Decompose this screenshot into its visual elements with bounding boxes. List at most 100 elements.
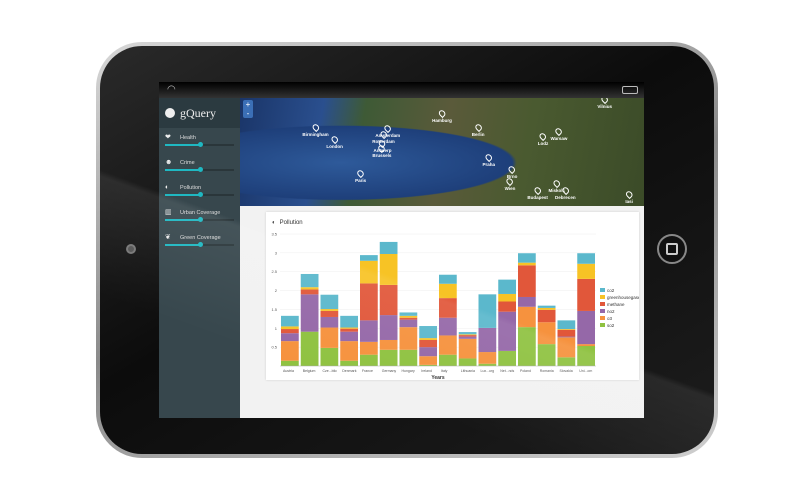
- bar-segment-greenhousegases: [379, 253, 398, 285]
- x-tick-label: Germany: [382, 369, 397, 373]
- brand: gQuery: [159, 98, 240, 128]
- legend-label: greenhousegases: [607, 295, 639, 300]
- map-marker[interactable]: Iasi: [625, 191, 633, 204]
- bar-segment-methane: [379, 284, 398, 316]
- sidebar: gQuery ❤ Health ☻ Crime ◐ Pollution ▥ Urban …: [159, 98, 240, 418]
- app-title: gQuery: [180, 105, 216, 120]
- bar-segment-methane: [439, 298, 457, 318]
- bar-segment-greenhousegases: [399, 315, 418, 318]
- filter-health: ❤ Health: [159, 128, 240, 153]
- legend-swatch: [600, 288, 605, 292]
- legend-swatch: [600, 316, 605, 320]
- bar-segment-methane: [577, 278, 595, 311]
- zoom-control: + -: [243, 100, 253, 118]
- bar-segment-methane: [458, 335, 477, 337]
- y-tick-label: 1.5: [271, 307, 277, 312]
- zoom-in-button[interactable]: +: [245, 100, 251, 109]
- x-tick-label: Ireland: [421, 369, 432, 373]
- bar-segment-no2: [360, 320, 378, 342]
- bar-segment-co2: [340, 315, 358, 328]
- map-marker[interactable]: Wien: [505, 178, 516, 191]
- map-marker[interactable]: Paris: [355, 170, 366, 183]
- filter-label: Health: [180, 134, 196, 141]
- bar-segment-o3: [399, 327, 418, 350]
- map-marker[interactable]: Birmingham: [302, 124, 328, 137]
- slider-fill: [165, 169, 200, 171]
- slider-handle[interactable]: [197, 142, 203, 147]
- slider-handle[interactable]: [197, 217, 203, 222]
- map-marker[interactable]: Vilnius: [597, 98, 612, 109]
- slider-fill: [165, 244, 200, 246]
- pollution-icon: ◐: [272, 220, 276, 226]
- x-tick-label: Austria: [283, 369, 294, 373]
- gquery-logo-icon: [165, 108, 175, 118]
- filter-green-coverage: ❦ Green Coverage: [159, 228, 240, 253]
- bar-segment-so2: [577, 346, 595, 366]
- x-tick-label: Poland: [520, 369, 531, 373]
- bar-segment-o3: [320, 327, 339, 348]
- bar-segment-co2: [281, 315, 299, 327]
- bar-segment-so2: [518, 327, 536, 366]
- bar-segment-no2: [478, 327, 497, 353]
- x-tick-label: Hungary: [402, 369, 415, 373]
- filter-slider[interactable]: [165, 242, 234, 247]
- slider-handle[interactable]: [197, 192, 203, 197]
- bar-segment-methane: [320, 310, 339, 317]
- y-tick-label: 3.5: [271, 232, 277, 237]
- filter-slider[interactable]: [165, 192, 234, 197]
- bar-segment-greenhousegases: [518, 262, 536, 266]
- slider-handle[interactable]: [197, 167, 203, 172]
- bar-segment-no2: [577, 310, 595, 345]
- bar-segment-o3: [518, 306, 536, 328]
- home-icon: [666, 243, 678, 255]
- bar-segment-o3: [379, 339, 398, 350]
- bar-segment-methane: [399, 317, 418, 320]
- bar-segment-greenhousegases: [360, 260, 378, 284]
- wifi-icon: ◠: [167, 84, 176, 95]
- x-tick-label: Italy: [441, 369, 448, 373]
- map-marker[interactable]: Debrecen: [555, 187, 576, 200]
- slider-fill: [165, 219, 200, 221]
- y-tick-label: 2: [275, 288, 278, 293]
- map-marker[interactable]: Hamburg: [432, 110, 452, 123]
- home-button[interactable]: [657, 234, 687, 264]
- map-marker[interactable]: Warsaw: [551, 128, 568, 141]
- filter-label: Crime: [180, 159, 195, 166]
- map-marker[interactable]: Brno: [507, 166, 518, 179]
- bar-segment-co2: [458, 332, 477, 335]
- bar-segment-o3: [577, 344, 595, 347]
- zoom-out-button[interactable]: -: [246, 109, 250, 118]
- x-tick-label: Net...nds: [500, 369, 514, 373]
- filter-slider[interactable]: [165, 167, 234, 172]
- map-marker[interactable]: Lodz: [538, 133, 549, 146]
- tablet-frame: ◠ gQuery ❤ Health ☻ Crime ◐ Pollution ▥ Urba…: [96, 42, 718, 458]
- filter-label: Green Coverage: [180, 234, 221, 241]
- bar-segment-so2: [419, 364, 437, 366]
- y-tick-label: 3: [275, 250, 278, 255]
- bar-segment-co2: [537, 305, 556, 308]
- bar-segment-o3: [478, 352, 497, 364]
- filter-slider[interactable]: [165, 142, 234, 147]
- bar-segment-so2: [281, 360, 299, 366]
- bar-segment-methane: [300, 289, 319, 295]
- bar-segment-co2: [419, 326, 437, 339]
- filter-slider[interactable]: [165, 217, 234, 222]
- bar-segment-so2: [320, 347, 339, 366]
- bar-segment-co2: [557, 320, 576, 330]
- slider-fill: [165, 194, 200, 196]
- map-marker[interactable]: London: [326, 136, 343, 149]
- bar-segment-o3: [557, 337, 576, 358]
- bar-segment-co2: [300, 273, 319, 288]
- map[interactable]: + - Birmingham London Amsterdam Rotterdam Ant…: [240, 98, 644, 206]
- map-marker[interactable]: Praha: [483, 154, 496, 167]
- heart-icon: ❤: [165, 134, 171, 141]
- slider-handle[interactable]: [197, 242, 203, 247]
- filter-crime: ☻ Crime: [159, 153, 240, 178]
- bar-segment-so2: [379, 349, 398, 366]
- map-marker[interactable]: Budapest: [527, 187, 548, 200]
- bar-segment-methane: [518, 265, 536, 297]
- map-marker[interactable]: Berlin: [472, 124, 485, 137]
- x-tick-label: Belgium: [303, 369, 316, 373]
- map-marker[interactable]: Brussels: [372, 145, 391, 158]
- x-tick-label: Denmark: [342, 369, 356, 373]
